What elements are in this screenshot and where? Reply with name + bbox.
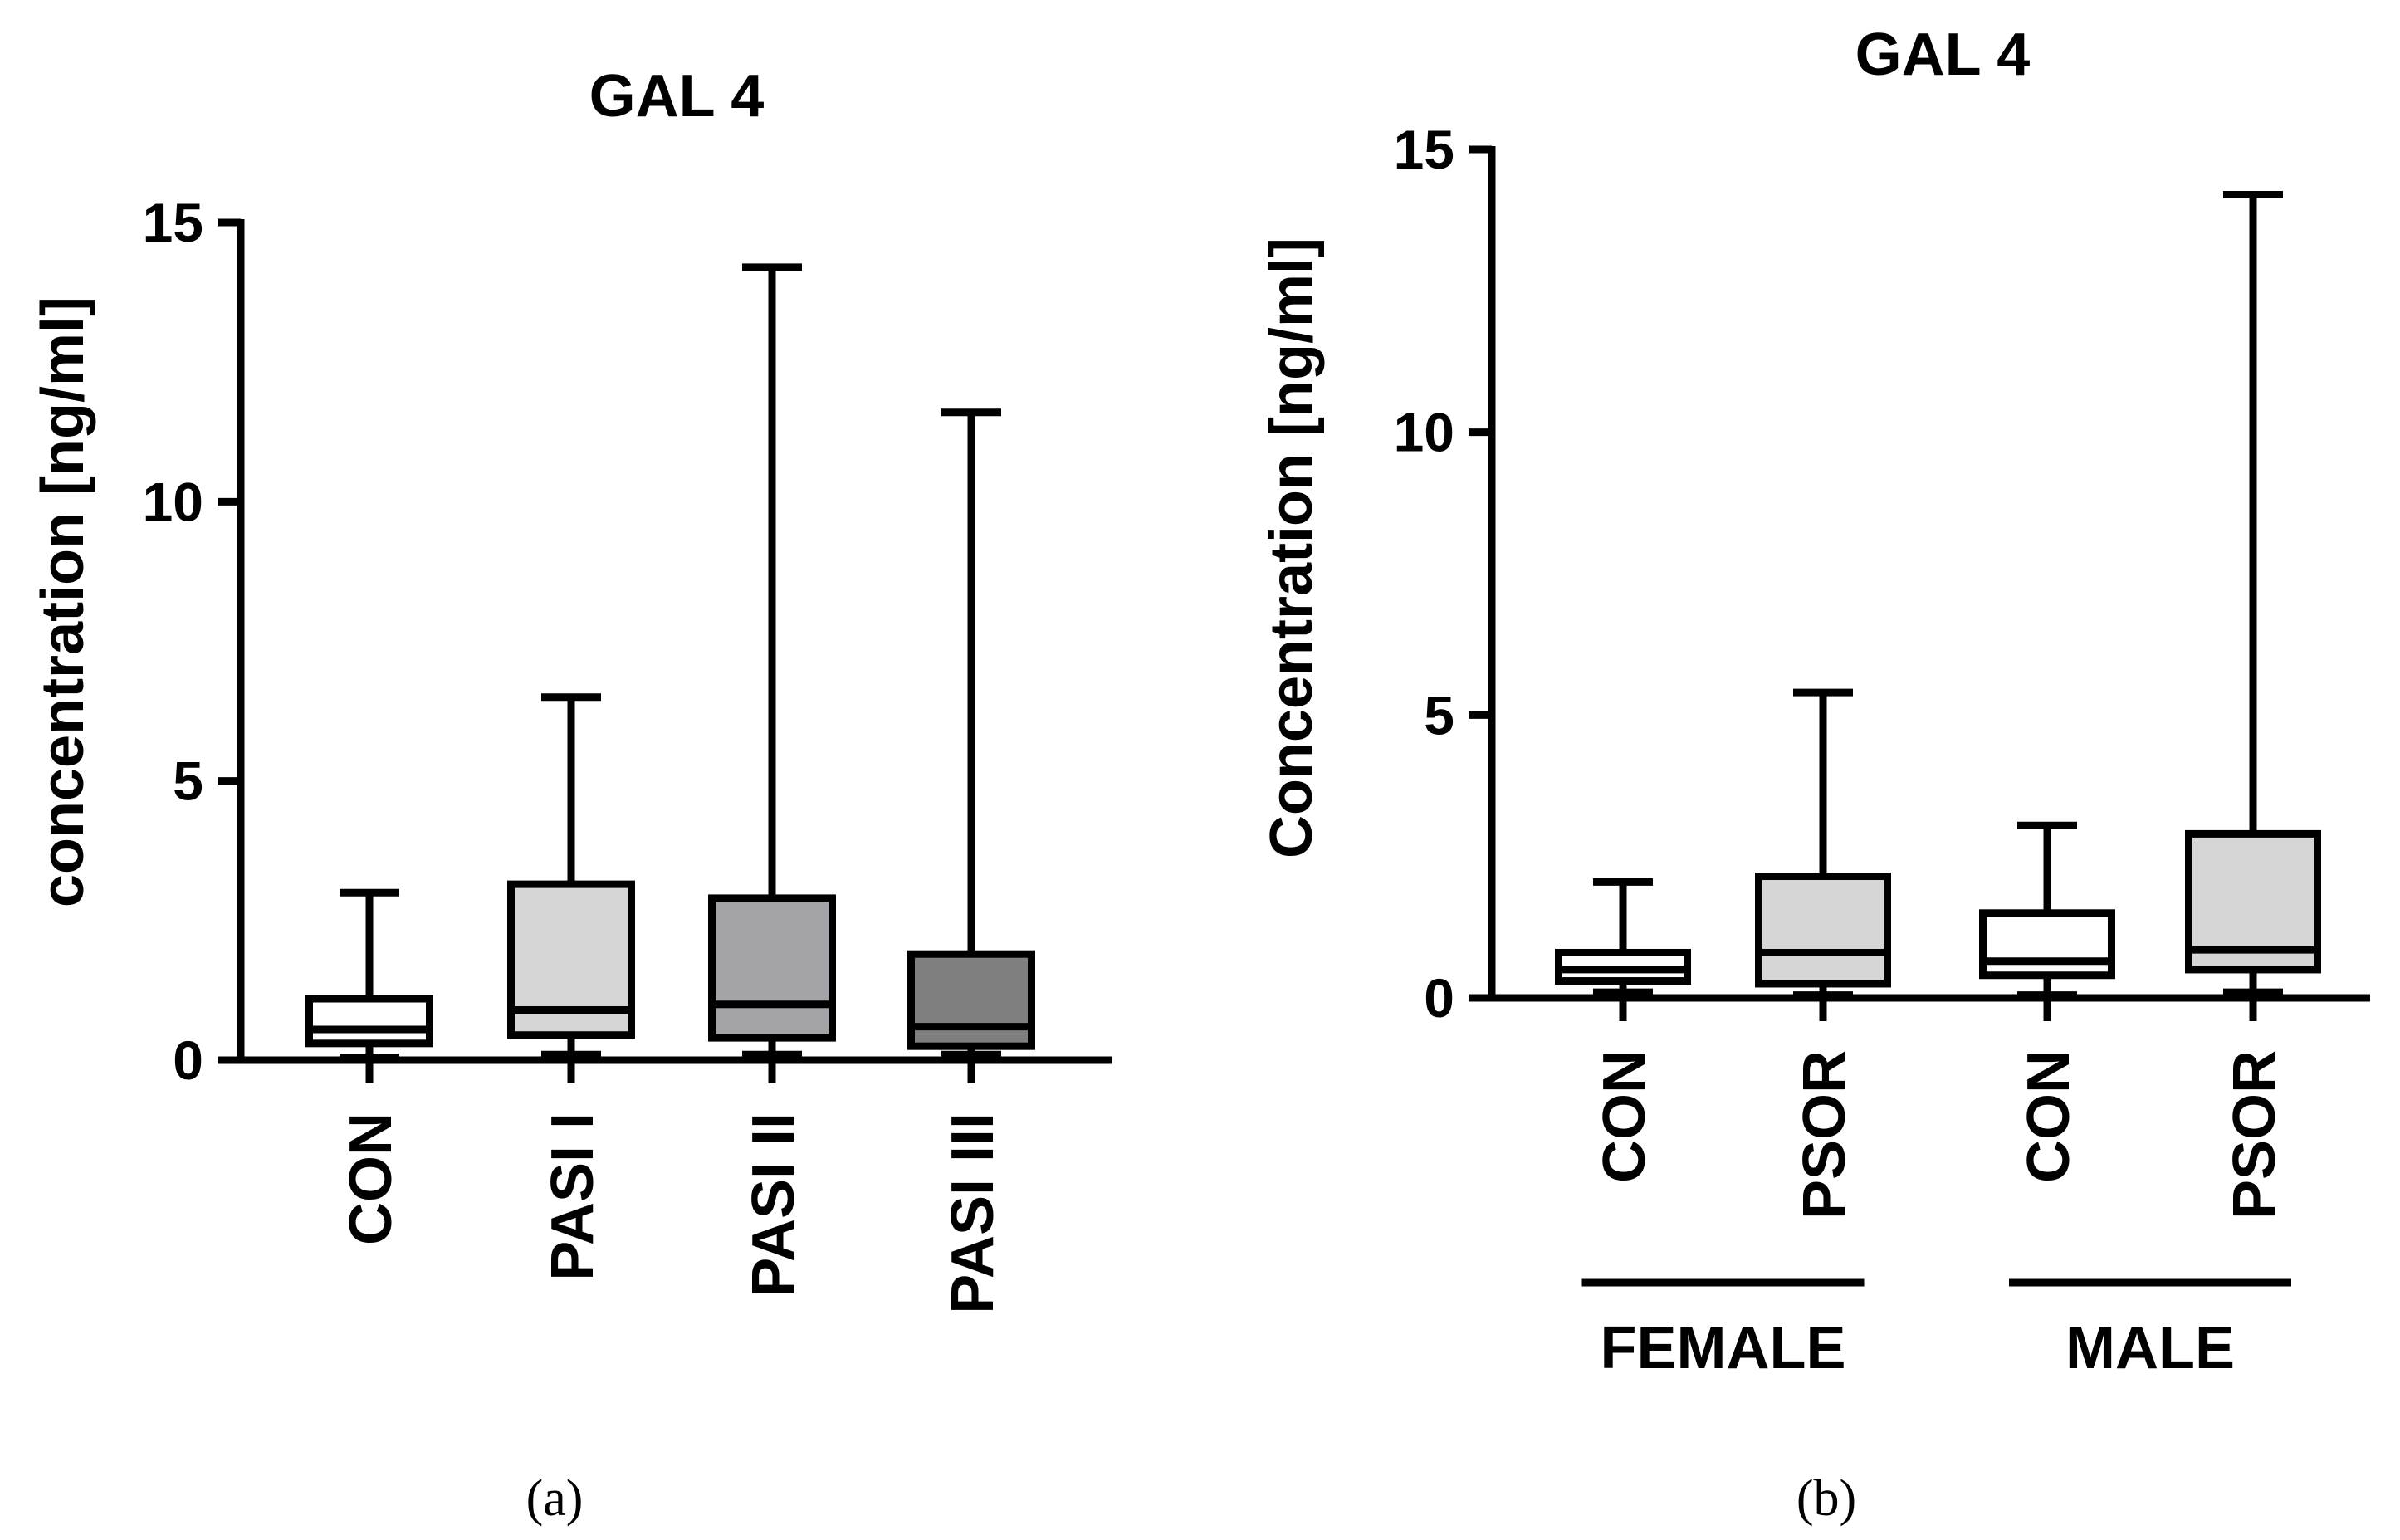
chart-panel-b: GAL 4 0 5 10 15 Concentration [ng/ml] CON PSOR C…	[1259, 22, 2370, 1527]
x-category-label: PSOR	[1791, 1050, 1858, 1220]
x-category-label: CON	[338, 1112, 404, 1245]
box-3: PSOR	[2185, 191, 2321, 1220]
chart-title: GAL 4	[589, 63, 765, 130]
y-tick-label: 10	[143, 471, 203, 532]
y-tick-label: 15	[1394, 119, 1454, 180]
x-category-label: PASI II	[741, 1112, 807, 1298]
box-2: PASI II	[708, 263, 836, 1298]
panel-label: (b)	[1796, 1470, 1856, 1527]
chart-panel-a: GAL 4 0 5 10 15 concentration [ng/ml] CON PASI …	[30, 63, 1112, 1527]
y-tick-label: 5	[173, 750, 203, 812]
box-body	[1979, 909, 2115, 980]
y-tick-label: 0	[1424, 967, 1454, 1029]
box-1: PSOR	[1755, 688, 1891, 1220]
box-0: CON	[1555, 878, 1691, 1183]
y-tick-label: 10	[1394, 402, 1454, 463]
y-axis-label: Concentration [ng/ml]	[1259, 237, 1325, 858]
box-3: PASI III	[907, 408, 1035, 1314]
x-category-label: PASI III	[940, 1112, 1006, 1314]
x-category-label: PASI I	[540, 1112, 606, 1281]
x-category-label: PSOR	[2222, 1050, 2288, 1220]
y-tick-label: 0	[173, 1029, 203, 1091]
group-0: FEMALE	[1581, 1278, 1865, 1381]
group-label: FEMALE	[1601, 1315, 1846, 1381]
box-1: PASI I	[507, 693, 635, 1281]
x-category-label: CON	[1591, 1050, 1658, 1183]
y-tick-label: 15	[143, 192, 203, 253]
box-body	[708, 894, 836, 1042]
panel-label: (a)	[526, 1470, 584, 1527]
box-body	[1755, 873, 1891, 988]
y-tick-label: 5	[1424, 684, 1454, 746]
box-0: CON	[305, 888, 433, 1245]
x-category-label: CON	[2016, 1050, 2082, 1183]
group-1: MALE	[2009, 1278, 2291, 1381]
group-label: MALE	[2065, 1315, 2235, 1381]
box-2: CON	[1979, 821, 2115, 1183]
box-body	[305, 995, 433, 1048]
chart-title: GAL 4	[1855, 22, 2031, 88]
y-axis-label: concentration [ng/ml]	[30, 296, 96, 907]
box-body	[907, 950, 1035, 1050]
